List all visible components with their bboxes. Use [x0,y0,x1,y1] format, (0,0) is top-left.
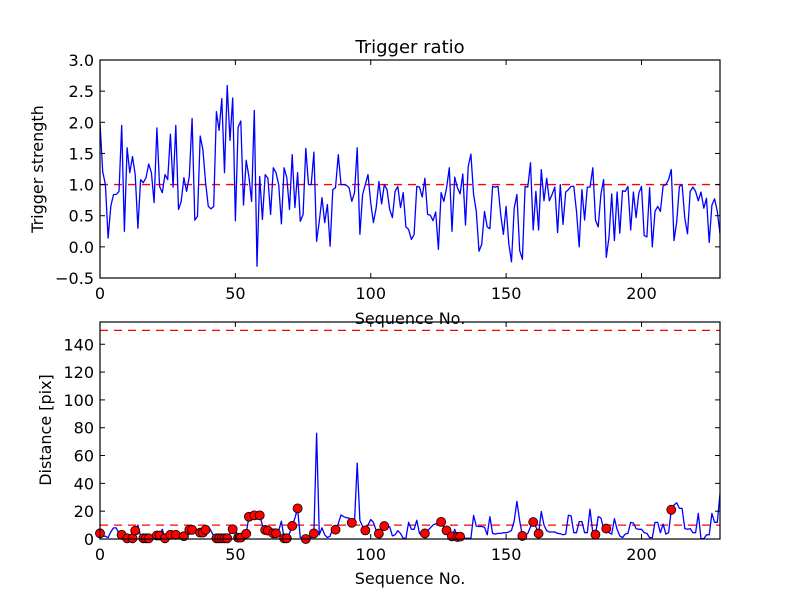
data-point-marker [517,531,528,541]
y-tick-label: 140 [63,335,94,354]
y-tick-label: 40 [74,474,94,493]
data-point-marker [360,525,371,536]
x-axis-label: Sequence No. [355,569,466,588]
x-tick-label: 0 [95,545,105,564]
y-tick-label: 0.0 [69,238,94,257]
y-axis-label: Trigger strength [28,105,47,234]
data-point-marker [533,528,544,539]
data-point-marker [590,529,601,540]
y-tick-label: 1.0 [69,176,94,195]
chart-title: Trigger ratio [354,37,464,58]
x-tick-label: 200 [626,284,657,303]
data-point-marker [271,528,281,539]
y-tick-label: 3.0 [69,51,94,70]
data-point-marker [330,524,341,535]
data-point-marker [292,503,303,514]
data-point-marker [200,524,211,535]
data-point-marker [287,521,298,531]
data-point-marker [187,524,197,535]
data-point-marker [346,517,357,528]
x-tick-label: 200 [626,545,657,564]
data-point-marker [227,524,238,535]
data-point-marker [528,517,539,527]
x-tick-label: 100 [355,545,386,564]
data-point-marker [373,528,384,539]
y-tick-label: 1.5 [69,144,94,163]
data-point-marker [308,528,319,539]
distance-axes: Sequence No. Distance [pix] 0 50 100 150 200… [36,321,721,588]
data-point-marker [254,510,265,521]
axes-frame [99,321,721,540]
data-point-marker [419,528,430,539]
data-point-marker [666,504,677,515]
y-tick-label: −0.5 [55,269,94,288]
data-point-marker [379,521,390,531]
y-tick-label: 2.0 [69,113,94,132]
x-tick-label: 100 [355,284,386,303]
data-point-marker [281,533,292,544]
data-point-marker [143,533,154,544]
y-tick-label: 120 [63,363,94,382]
axes-frame [99,59,721,279]
data-point-marker [436,516,447,527]
data-point-marker [241,528,252,539]
x-tick-label: 50 [225,545,245,564]
x-tick-label: 150 [491,545,522,564]
y-tick-label: 60 [74,447,94,466]
data-point-marker [455,531,465,542]
trigger-ratio-axes: Trigger ratio Sequence No. Trigger stren… [28,37,721,328]
y-tick-label: 100 [63,391,94,410]
x-tick-label: 50 [225,284,245,303]
y-tick-label: 80 [74,419,94,438]
y-tick-label: 2.5 [69,82,94,101]
y-tick-label: 0.5 [69,207,94,226]
data-point-marker [170,529,181,540]
x-axis-label: Sequence No. [355,309,466,328]
data-point-marker [130,525,141,536]
data-point-marker [601,523,612,534]
series-line [100,84,720,267]
x-tick-label: 0 [95,284,105,303]
y-axis-label: Distance [pix] [36,374,55,486]
data-point-marker [222,533,233,544]
y-tick-label: 0 [84,530,94,549]
y-tick-label: 20 [74,502,94,521]
x-tick-label: 150 [491,284,522,303]
